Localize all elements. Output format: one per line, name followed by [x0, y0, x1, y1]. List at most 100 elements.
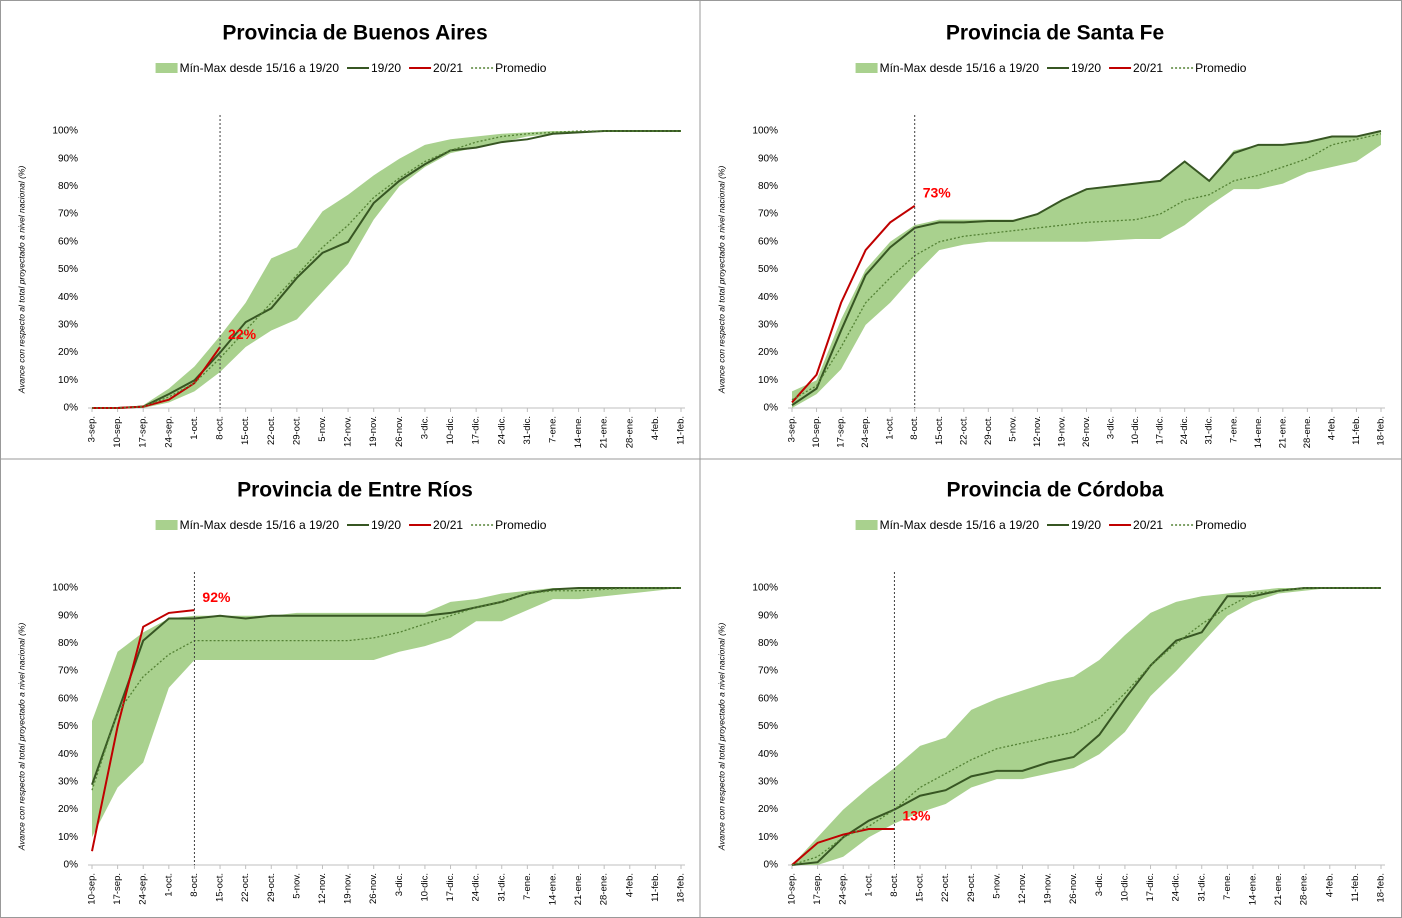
y-tick-label: 70%: [758, 666, 778, 677]
x-tick-label: 29-oct.: [983, 416, 994, 445]
x-tick-label: 26-nov.: [368, 873, 379, 904]
x-tick-label: 10-dic.: [1130, 416, 1141, 445]
y-tick-label: 70%: [58, 666, 78, 677]
x-tick-label: 8-oct.: [889, 873, 900, 897]
x-tick-label: 26-nov.: [1068, 873, 1079, 904]
x-tick-label: 1-oct.: [863, 873, 874, 897]
x-tick-label: 10-sep.: [787, 873, 798, 905]
x-tick-label: 8-oct.: [215, 416, 226, 440]
y-axis-title: Avance con respecto al total proyectado …: [16, 166, 26, 395]
legend-label: Mín-Max desde 15/16 a 19/20: [880, 518, 1040, 532]
x-tick-label: 22-oct.: [266, 416, 277, 445]
legend-label: 20/21: [1133, 61, 1163, 75]
y-tick-label: 10%: [758, 832, 778, 843]
legend-label: 19/20: [371, 518, 401, 532]
x-tick-label: 17-dic.: [445, 873, 456, 902]
x-tick-label: 21-ene.: [1273, 873, 1284, 905]
x-tick-label: 31-dic.: [522, 416, 533, 445]
y-tick-label: 70%: [758, 209, 778, 220]
x-tick-label: 28-ene.: [599, 873, 610, 905]
series-line: [91, 609, 195, 852]
x-tick-label: 10-sep.: [112, 416, 123, 448]
legend-label: Mín-Max desde 15/16 a 19/20: [180, 61, 340, 75]
x-tick-label: 4-feb.: [624, 873, 635, 897]
legend-swatch: [855, 63, 878, 73]
x-tick-label: 19-nov.: [368, 416, 379, 447]
x-tick-label: 19-nov.: [343, 873, 354, 904]
x-tick-label: 14-ene.: [1253, 416, 1264, 448]
y-tick-label: 90%: [758, 153, 778, 164]
y-tick-label: 100%: [52, 126, 78, 137]
data-label: 13%: [902, 808, 931, 824]
x-tick-label: 12-nov.: [343, 416, 354, 447]
x-tick-label: 5-nov.: [317, 416, 328, 442]
chart-title: Provincia de Buenos Aires: [222, 22, 487, 45]
range-band: [92, 588, 681, 838]
y-tick-label: 50%: [58, 264, 78, 275]
x-tick-label: 21-ene.: [599, 416, 610, 448]
y-tick-label: 50%: [58, 721, 78, 732]
y-axis-title: Avance con respecto al total proyectado …: [16, 623, 26, 852]
y-tick-label: 60%: [58, 693, 78, 704]
x-tick-label: 5-nov.: [991, 873, 1002, 899]
x-tick-label: 24-dic.: [471, 873, 482, 902]
chart-title: Provincia de Santa Fe: [946, 22, 1164, 45]
range-band: [792, 131, 1381, 408]
range-band: [92, 131, 681, 408]
x-tick-label: 22-oct.: [240, 873, 251, 902]
y-tick-label: 40%: [58, 749, 78, 760]
x-tick-label: 1-oct.: [189, 416, 200, 440]
legend: Mín-Max desde 15/16 a 19/20 19/20 20/21 Pro…: [855, 518, 1247, 532]
x-tick-label: 7-ene.: [522, 873, 533, 900]
x-tick-label: 15-oct.: [915, 873, 926, 902]
x-tick-label: 3-dic.: [1106, 416, 1117, 439]
legend-label: 19/20: [371, 61, 401, 75]
x-tick-label: 31-dic.: [1204, 416, 1215, 445]
y-tick-label: 100%: [752, 583, 778, 594]
y-tick-label: 90%: [758, 610, 778, 621]
legend-swatch: [155, 520, 178, 530]
y-tick-label: 20%: [758, 347, 778, 358]
x-tick-label: 15-oct.: [934, 416, 945, 445]
y-tick-label: 60%: [758, 693, 778, 704]
series-line: [791, 587, 1381, 866]
legend-label: Promedio: [1195, 518, 1247, 532]
x-tick-label: 7-ene.: [547, 416, 558, 443]
y-tick-label: 90%: [58, 153, 78, 164]
x-tick-label: 18-feb.: [1376, 873, 1387, 903]
y-tick-label: 100%: [752, 126, 778, 137]
x-tick-label: 11-feb.: [650, 873, 661, 902]
x-tick-label: 7-ene.: [1228, 416, 1239, 443]
x-tick-label: 19-nov.: [1056, 416, 1067, 447]
legend-swatch: [855, 520, 878, 530]
series-line: [791, 133, 1382, 401]
y-tick-label: 40%: [58, 292, 78, 303]
x-tick-label: 12-nov.: [317, 873, 328, 904]
legend-label: Promedio: [495, 61, 547, 75]
y-tick-label: 80%: [758, 181, 778, 192]
x-tick-label: 21-ene.: [1277, 416, 1288, 448]
y-tick-label: 50%: [758, 721, 778, 732]
x-tick-label: 31-dic.: [1196, 873, 1207, 902]
y-tick-label: 50%: [758, 264, 778, 275]
y-tick-label: 30%: [58, 777, 78, 788]
y-tick-label: 10%: [58, 832, 78, 843]
y-tick-label: 0%: [64, 860, 79, 871]
x-tick-label: 26-nov.: [1081, 416, 1092, 447]
y-tick-label: 80%: [58, 638, 78, 649]
legend-label: 20/21: [1133, 518, 1163, 532]
x-tick-label: 4-feb.: [650, 416, 661, 440]
legend: Mín-Max desde 15/16 a 19/20 19/20 20/21 Pro…: [155, 61, 547, 75]
x-tick-label: 8-oct.: [189, 873, 200, 897]
x-tick-label: 17-dic.: [1155, 416, 1166, 445]
y-tick-label: 80%: [758, 638, 778, 649]
y-tick-label: 60%: [758, 236, 778, 247]
x-tick-label: 31-dic.: [496, 873, 507, 902]
legend: Mín-Max desde 15/16 a 19/20 19/20 20/21 Pro…: [855, 61, 1247, 75]
x-tick-label: 14-ene.: [1247, 873, 1258, 905]
x-tick-label: 12-nov.: [1032, 416, 1043, 447]
x-tick-label: 22-oct.: [958, 416, 969, 445]
series-line: [92, 130, 681, 409]
chart-title: Provincia de Córdoba: [946, 479, 1163, 502]
x-tick-label: 10-dic.: [445, 416, 456, 445]
